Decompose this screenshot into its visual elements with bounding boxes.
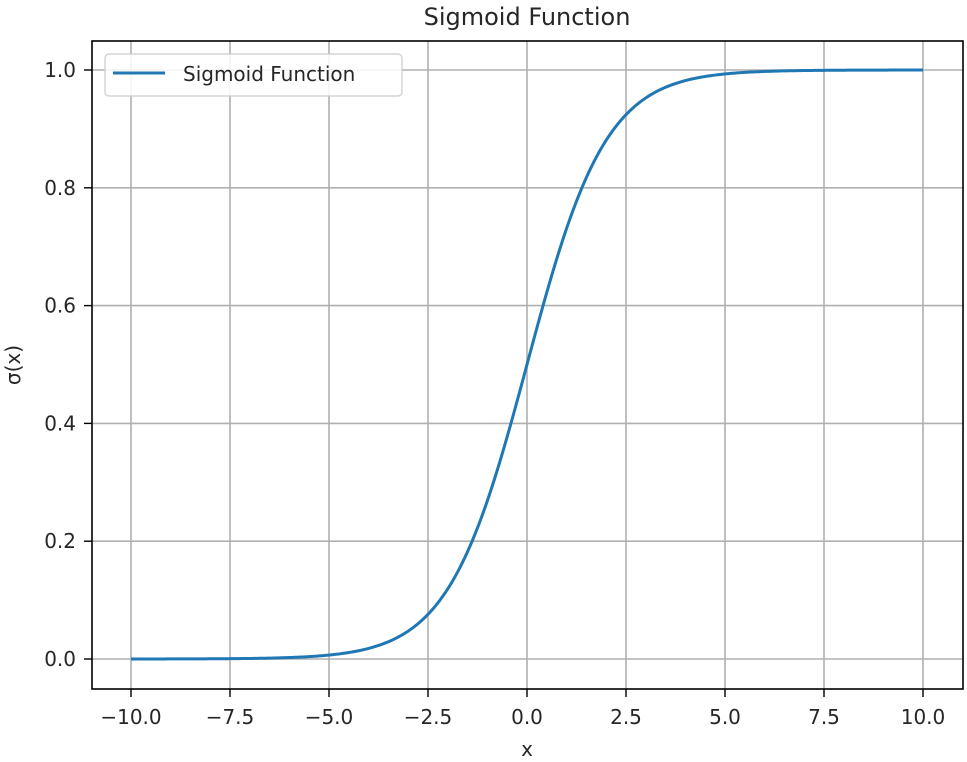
x-tick-label: −10.0 <box>100 705 161 729</box>
x-tick-label: 7.5 <box>808 705 840 729</box>
y-tick-label: 0.2 <box>44 529 76 553</box>
x-tick-label: 10.0 <box>901 705 946 729</box>
x-axis-label: x <box>521 737 533 761</box>
legend-label: Sigmoid Function <box>183 62 355 86</box>
x-tick-label: 5.0 <box>709 705 741 729</box>
y-tick-label: 0.4 <box>44 411 76 435</box>
y-tick-label: 1.0 <box>44 58 76 82</box>
chart-title: Sigmoid Function <box>424 3 631 31</box>
y-axis-ticks: 0.0 0.2 0.4 0.6 0.8 1.0 <box>44 58 92 671</box>
x-tick-label: −7.5 <box>206 705 255 729</box>
y-tick-label: 0.6 <box>44 294 76 318</box>
x-tick-label: 0.0 <box>511 705 543 729</box>
x-axis-ticks: −10.0 −7.5 −5.0 −2.5 0.0 2.5 5.0 7.5 10.0 <box>100 689 945 729</box>
sigmoid-line <box>131 68 923 661</box>
y-tick-label: 0.8 <box>44 176 76 200</box>
x-tick-label: 2.5 <box>610 705 642 729</box>
y-axis-label: σ(x) <box>1 345 25 385</box>
x-tick-label: −2.5 <box>404 705 453 729</box>
y-tick-label: 0.0 <box>44 647 76 671</box>
legend: Sigmoid Function <box>104 53 403 97</box>
x-tick-label: −5.0 <box>305 705 354 729</box>
